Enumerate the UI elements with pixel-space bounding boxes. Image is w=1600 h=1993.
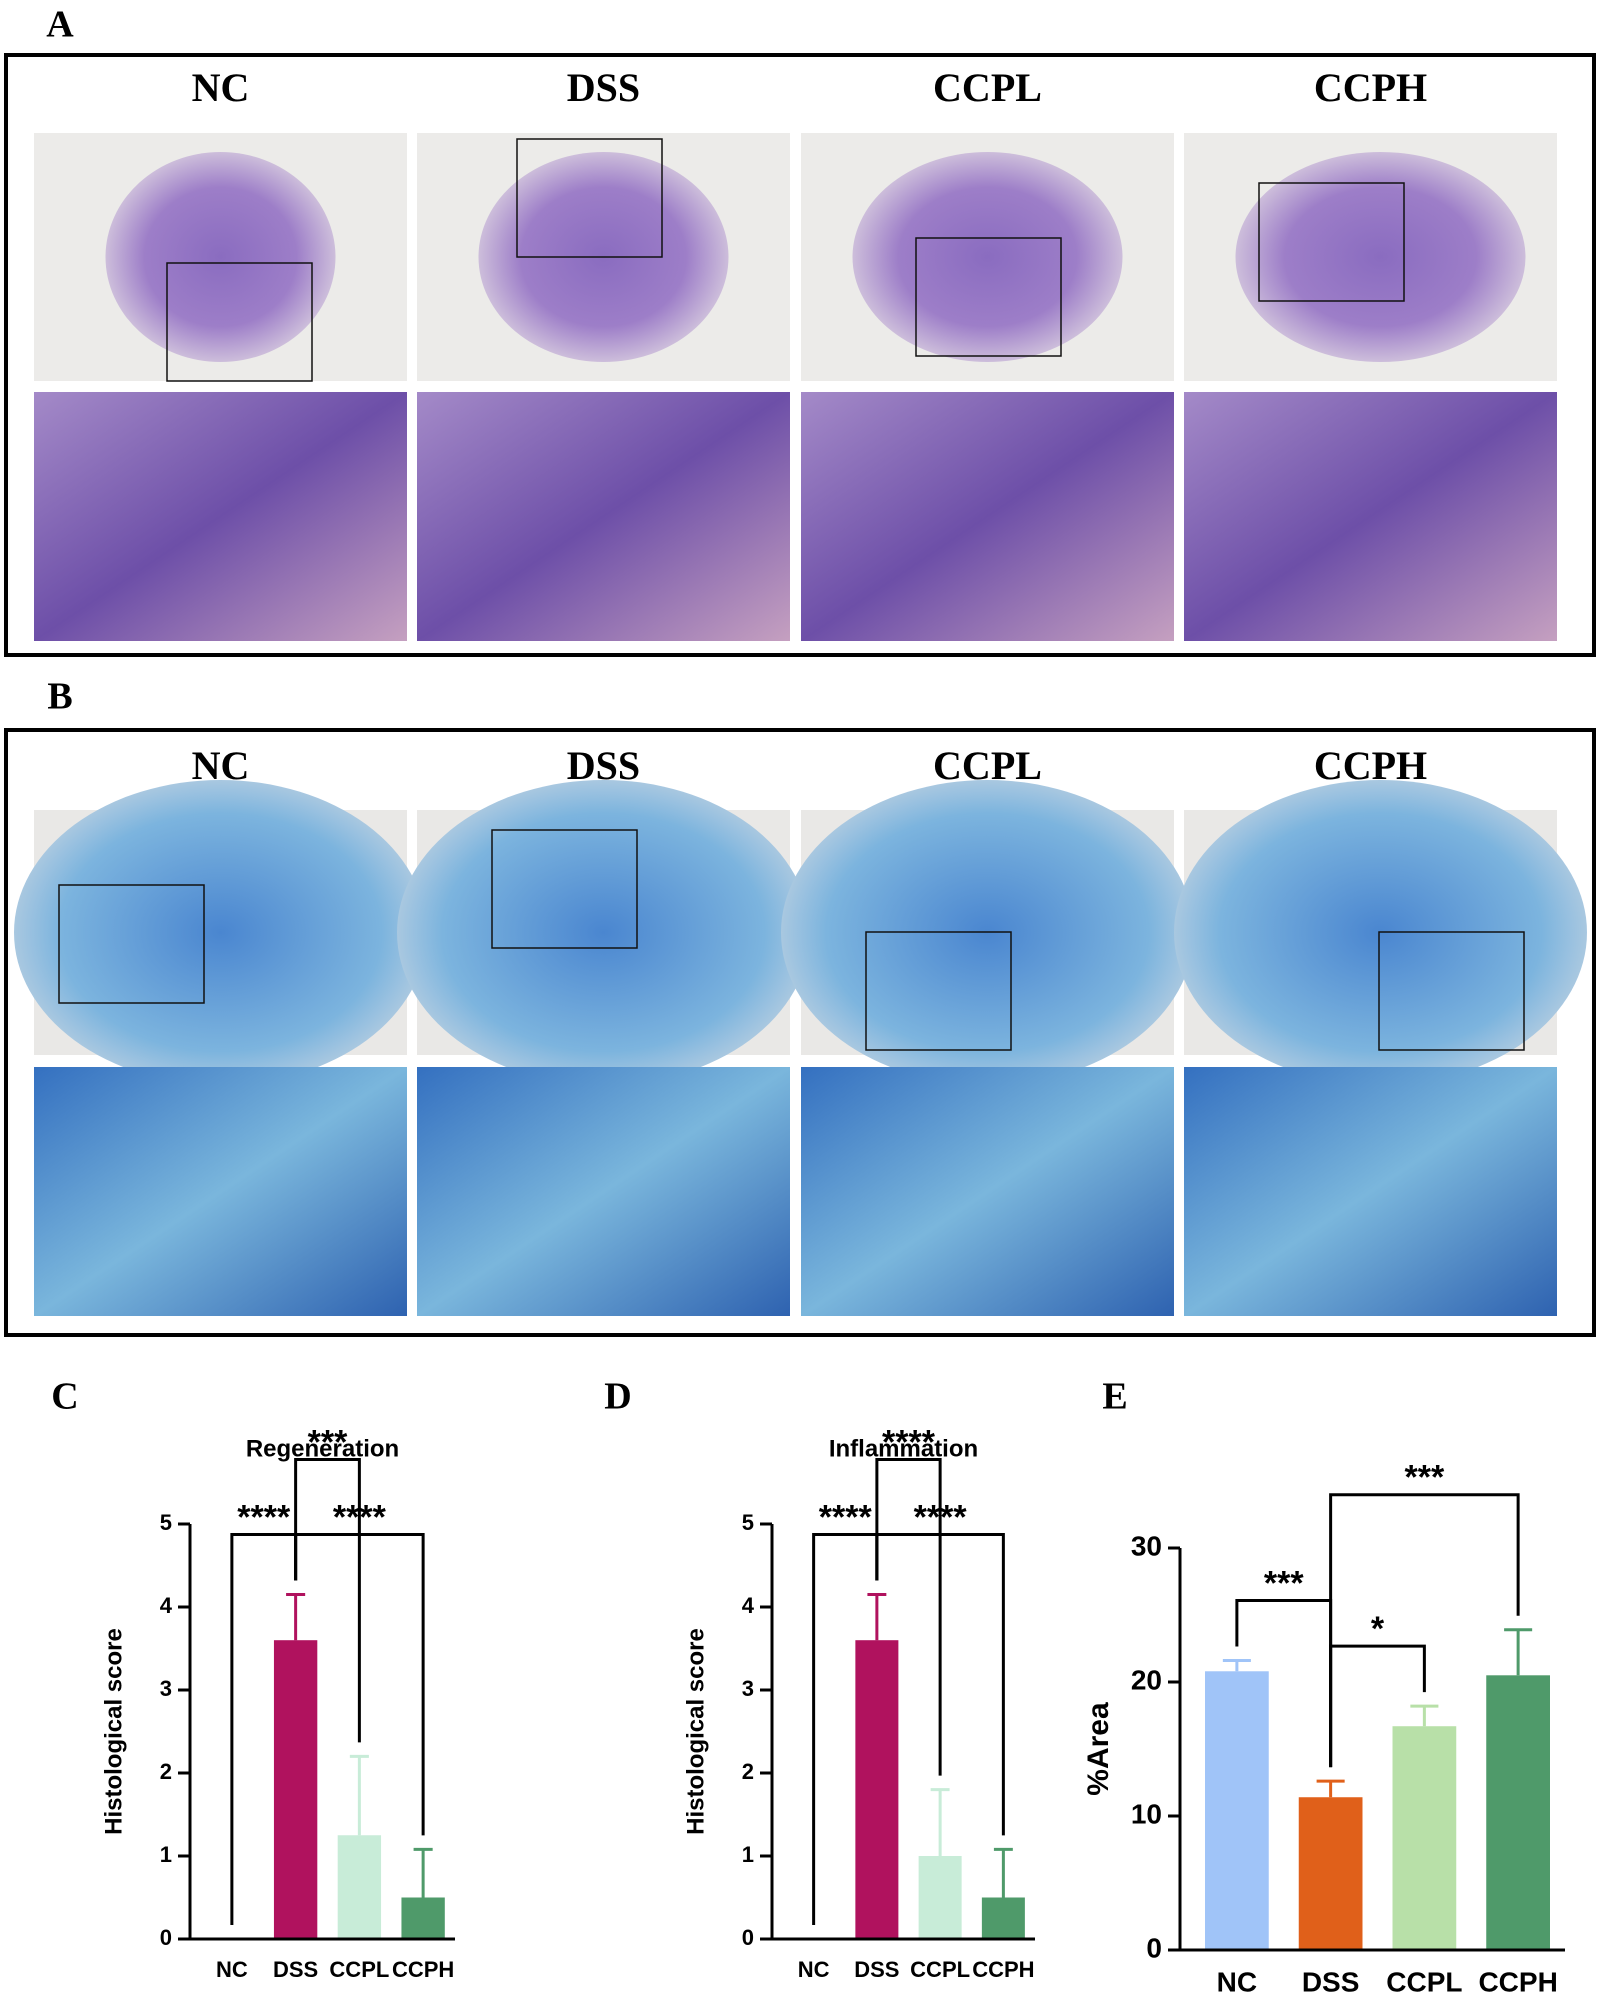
y-tick-label: 4 [160, 1593, 173, 1618]
micrograph-detail [801, 1067, 1174, 1316]
x-tick-label: CCPH [972, 1957, 1034, 1982]
bar [1298, 1797, 1363, 1950]
y-tick-label: 0 [160, 1925, 172, 1950]
y-tick-label: 1 [160, 1842, 172, 1867]
x-tick-label: DSS [854, 1957, 899, 1982]
zoom-box [516, 138, 663, 258]
error-bar [867, 1593, 887, 1641]
zoom-box [1378, 931, 1525, 1051]
bar [918, 1856, 962, 1939]
panel-frame [4, 53, 1596, 657]
significance-label: *** [1405, 1459, 1445, 1497]
y-tick-label: 4 [742, 1593, 755, 1618]
x-tick-label: CCPH [392, 1957, 454, 1982]
micrograph-detail [1184, 1067, 1557, 1316]
zoom-box [915, 237, 1062, 357]
zoom-box [865, 931, 1012, 1051]
y-tick-label: 2 [160, 1759, 172, 1784]
x-tick-label: CCPL [329, 1957, 389, 1982]
panel-label: B [47, 676, 72, 718]
bar [1486, 1675, 1550, 1950]
bar [1392, 1726, 1457, 1950]
error-bar [1410, 1704, 1439, 1727]
group-label: CCPH [1314, 65, 1427, 110]
y-tick-label: 5 [742, 1510, 754, 1535]
y-axis-label: %Area [1082, 1702, 1115, 1796]
error-bar [349, 1754, 369, 1836]
y-tick-label: 0 [1146, 1932, 1162, 1963]
y-tick-label: 3 [742, 1676, 754, 1701]
tissue-section [105, 152, 336, 362]
significance-label: **** [237, 1499, 291, 1537]
bar [401, 1897, 445, 1939]
micrograph-detail [417, 392, 790, 641]
x-tick-label: CCPL [1386, 1966, 1462, 1993]
micrograph-detail [34, 1067, 407, 1316]
error-bar [993, 1847, 1013, 1898]
error-bar [1222, 1659, 1251, 1672]
significance-label: *** [308, 1424, 348, 1462]
zoom-box [58, 884, 205, 1004]
x-tick-label: DSS [273, 1957, 318, 1982]
error-bar [286, 1593, 306, 1641]
bar [981, 1897, 1025, 1939]
panel-label: D [604, 1376, 631, 1418]
y-axis-label: Histological score [100, 1628, 127, 1835]
micrograph-detail [417, 1067, 790, 1316]
significance-label: **** [882, 1424, 936, 1462]
bar [337, 1835, 382, 1939]
zoom-box [1258, 182, 1405, 302]
panel-label: E [1102, 1376, 1127, 1418]
error-bar [930, 1788, 950, 1856]
y-tick-label: 5 [160, 1510, 172, 1535]
significance-label: * [1371, 1610, 1385, 1648]
y-axis-label: Histological score [682, 1628, 709, 1835]
tissue-section [14, 780, 427, 1085]
micrograph-detail [1184, 392, 1557, 641]
chart-title: Regeneration [246, 1435, 399, 1462]
tissue-section [397, 780, 810, 1085]
y-tick-label: 2 [742, 1759, 754, 1784]
group-label: DSS [567, 65, 640, 110]
significance-label: **** [819, 1499, 873, 1537]
y-tick-label: 30 [1131, 1530, 1162, 1561]
significance-bracket [875, 1458, 942, 1776]
micrograph-detail [34, 392, 407, 641]
bar [273, 1640, 318, 1939]
y-tick-label: 1 [742, 1842, 754, 1867]
x-tick-label: NC [216, 1957, 248, 1982]
micrograph-detail [801, 392, 1174, 641]
x-tick-label: NC [1217, 1966, 1257, 1993]
group-label: NC [192, 65, 250, 110]
significance-bracket [1329, 1493, 1520, 1768]
y-tick-label: 3 [160, 1676, 172, 1701]
significance-bracket [294, 1458, 361, 1743]
panel-label: A [46, 4, 74, 46]
x-tick-label: CCPH [1478, 1966, 1557, 1993]
error-bar [1504, 1628, 1533, 1676]
error-bar [1316, 1779, 1345, 1798]
y-tick-label: 10 [1131, 1798, 1162, 1829]
error-bar [413, 1847, 433, 1898]
zoom-box [491, 829, 638, 949]
panel-frame [4, 728, 1596, 1337]
significance-label: *** [1264, 1565, 1304, 1603]
y-tick-label: 0 [742, 1925, 754, 1950]
x-tick-label: DSS [1302, 1966, 1360, 1993]
panel-label: C [51, 1376, 78, 1418]
bar [855, 1640, 899, 1939]
bar [1205, 1671, 1269, 1950]
chart-title: Inflammation [829, 1435, 978, 1462]
group-label: CCPL [933, 65, 1042, 110]
tissue-section [1235, 152, 1526, 362]
x-tick-label: CCPL [910, 1957, 970, 1982]
y-tick-label: 20 [1131, 1664, 1162, 1695]
zoom-box [166, 262, 313, 382]
tissue-section [852, 152, 1123, 362]
x-tick-label: NC [798, 1957, 830, 1982]
